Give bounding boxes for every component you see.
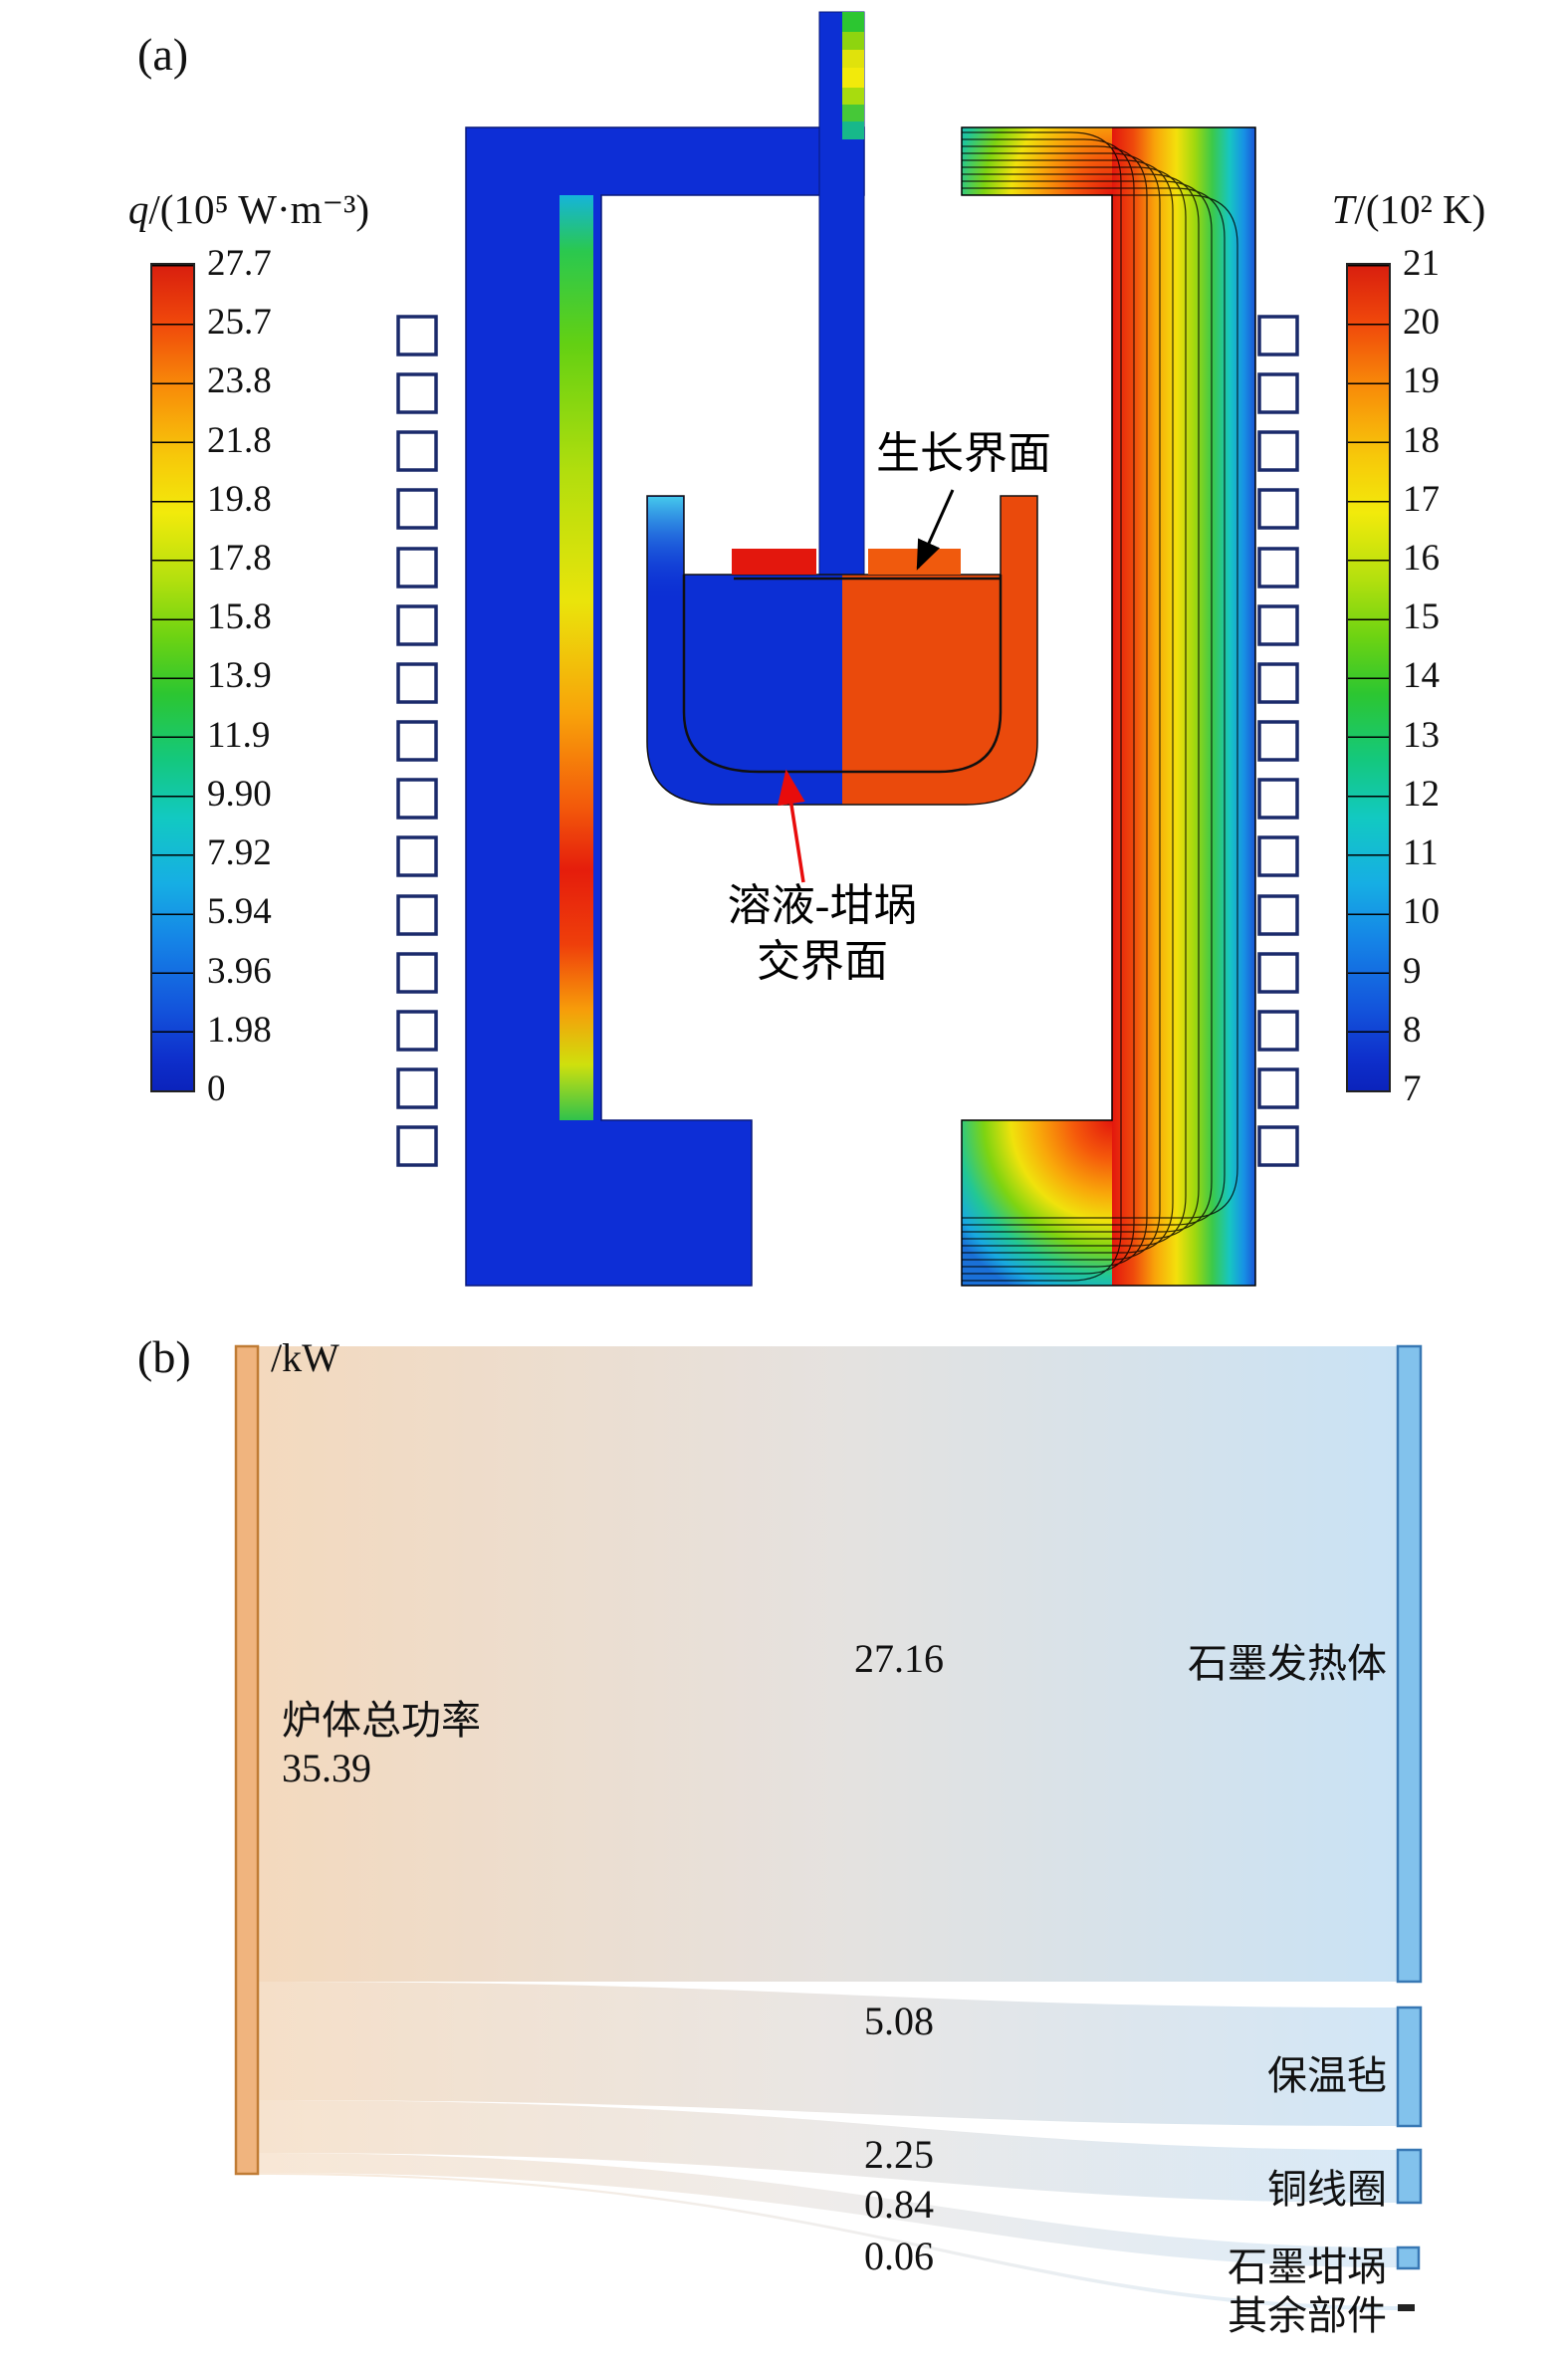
- colorbar-T-tick: 20: [1403, 302, 1440, 343]
- colorbar-q-tick: 15.8: [207, 596, 272, 637]
- colorbar-q-unit: /(10⁵ W·m⁻³): [148, 186, 370, 232]
- colorbar-T-tick: 21: [1403, 243, 1440, 284]
- sankey-node-other-parts: [1398, 2304, 1415, 2311]
- panel-b-label: (b): [137, 1331, 191, 1382]
- growth-interface-arrow: [916, 489, 955, 571]
- solution-crucible-label-line2: 交界面: [757, 937, 888, 986]
- flow-value-graphite-crucible: 0.84: [864, 2182, 934, 2227]
- flow-insulation-felt: [258, 1982, 1398, 2126]
- isotherm-contours: [962, 131, 1238, 1282]
- node-label-other-parts: 其余部件: [1228, 2293, 1387, 2338]
- colorbar-T-symbol: T: [1331, 186, 1355, 232]
- q-field-left: [465, 126, 865, 1287]
- flow-value-other-parts: 0.06: [864, 2234, 934, 2278]
- flow-value-graphite-heater: 27.16: [854, 1636, 944, 1681]
- sankey-source-node: [234, 1344, 260, 2176]
- colorbar-q-tick: 17.8: [207, 538, 272, 579]
- colorbar-T-tick: 11: [1403, 832, 1439, 873]
- flow-value-insulation-felt: 5.08: [864, 1999, 934, 2043]
- crucible-wall-top: [648, 497, 683, 601]
- sankey-source-value: 35.39: [282, 1746, 371, 1790]
- colorbar-T-tick: 8: [1403, 1010, 1422, 1051]
- colorbar-T-tick: 15: [1403, 596, 1440, 637]
- flow-graphite-crucible: [258, 2153, 1398, 2267]
- colorbar-q-tick: 5.94: [207, 891, 272, 932]
- graphite-heater-streak: [560, 195, 593, 1120]
- colorbar-q-tick: 11.9: [207, 715, 271, 756]
- node-label-copper-coil: 铜线圈: [1267, 2167, 1387, 2212]
- colorbar-q-tick: 1.98: [207, 1010, 272, 1051]
- t-field-right: [962, 127, 1255, 1286]
- sankey-node-graphite-crucible: [1396, 2245, 1421, 2270]
- colorbar-T-title: T/(10² K): [1259, 185, 1558, 233]
- induction-coil-right: [1257, 315, 1299, 1167]
- sankey-flows: [258, 1346, 1398, 2310]
- colorbar-T-tick: 10: [1403, 891, 1440, 932]
- pull-rod: [818, 11, 865, 576]
- flow-graphite-heater: [258, 1346, 1398, 1982]
- sankey-node-graphite-heater: [1396, 1344, 1423, 1984]
- solution-crucible-label-line1: 溶液-坩埚: [728, 881, 918, 930]
- crucible-assembly: [646, 495, 1038, 806]
- solution-crucible-interface-line: [682, 575, 1003, 774]
- colorbar-T-tick: 19: [1403, 360, 1440, 401]
- colorbar-q-tick: 19.8: [207, 479, 272, 520]
- colorbar-q-tick: 27.7: [207, 243, 272, 284]
- flow-value-copper-coil: 2.25: [864, 2132, 934, 2177]
- colorbar-q-tick: 0: [207, 1068, 226, 1109]
- seed-holder-left: [732, 549, 816, 575]
- colorbar-q: [150, 263, 195, 1092]
- panel-a-label: (a): [137, 29, 189, 80]
- node-label-graphite-crucible: 石墨坩埚: [1228, 2244, 1387, 2289]
- colorbar-q-tick: 21.8: [207, 420, 272, 461]
- colorbar-q-tick: 3.96: [207, 951, 272, 992]
- node-label-insulation-felt: 保温毡: [1267, 2053, 1387, 2098]
- colorbar-T-tick: 14: [1403, 655, 1440, 696]
- colorbar-q-tick: 13.9: [207, 655, 272, 696]
- colorbar-q-symbol: q: [127, 186, 149, 232]
- colorbar-q-tick: 23.8: [207, 360, 272, 401]
- sankey-diagram: [234, 1344, 1423, 2311]
- colorbar-T-tick: 13: [1403, 715, 1440, 756]
- colorbar-q-tick: 25.7: [207, 302, 272, 343]
- sankey-node-insulation-felt: [1396, 2006, 1423, 2128]
- colorbar-T-tick: 12: [1403, 774, 1440, 815]
- colorbar-q-tick: 9.90: [207, 774, 272, 815]
- sankey-node-copper-coil: [1396, 2148, 1423, 2205]
- colorbar-T-tick: 16: [1403, 538, 1440, 579]
- t-field-outline: [961, 126, 1256, 1287]
- node-label-graphite-heater: 石墨发热体: [1188, 1641, 1387, 1686]
- growth-interface-label: 生长界面: [876, 429, 1051, 478]
- colorbar-q-title: q/(10⁵ W·m⁻³): [35, 185, 463, 233]
- sankey-source-name: 炉体总功率: [282, 1698, 481, 1743]
- induction-coil-left: [396, 315, 438, 1167]
- simulation-graphic: 生长界面 溶液-坩埚 交界面: [396, 11, 1299, 1287]
- colorbar-T-unit: /(10² K): [1354, 186, 1486, 232]
- sankey-unit-label: /kW: [271, 1335, 339, 1380]
- colorbar-T-tick: 7: [1403, 1068, 1422, 1109]
- colorbar-T-tick: 18: [1403, 420, 1440, 461]
- colorbar-q-tick: 7.92: [207, 832, 272, 873]
- colorbar-T-tick: 17: [1403, 479, 1440, 520]
- colorbar-T-tick: 9: [1403, 951, 1422, 992]
- rod-temperature-bands: [842, 12, 864, 139]
- colorbar-T: [1346, 263, 1391, 1092]
- seed-holder-right: [868, 549, 961, 575]
- flow-copper-coil: [258, 2100, 1398, 2203]
- solution-crucible-arrow: [777, 769, 805, 883]
